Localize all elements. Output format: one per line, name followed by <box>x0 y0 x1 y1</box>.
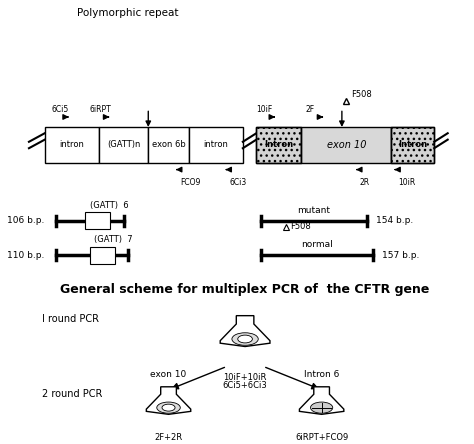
Text: F508: F508 <box>291 222 311 230</box>
Bar <box>90 246 115 264</box>
Ellipse shape <box>238 335 252 343</box>
Text: FCO9: FCO9 <box>180 178 200 187</box>
Text: 6iRPT+FCO9: 6iRPT+FCO9 <box>295 432 348 442</box>
Text: (GATT)  7: (GATT) 7 <box>94 235 133 245</box>
Text: mutant: mutant <box>297 206 330 214</box>
Ellipse shape <box>232 333 258 345</box>
Text: Intron: Intron <box>264 140 293 150</box>
Bar <box>148 127 189 163</box>
Text: (GATT)  6: (GATT) 6 <box>90 201 128 210</box>
Bar <box>85 212 110 230</box>
Text: (GATT)n: (GATT)n <box>107 140 140 150</box>
Ellipse shape <box>157 402 180 413</box>
Text: 110 b.p.: 110 b.p. <box>7 251 45 260</box>
Bar <box>256 127 301 163</box>
Bar <box>99 127 148 163</box>
Text: 2F: 2F <box>306 105 315 114</box>
PathPatch shape <box>146 387 191 414</box>
Text: 2R: 2R <box>360 178 370 187</box>
Text: General scheme for multiplex PCR of  the CFTR gene: General scheme for multiplex PCR of the … <box>60 283 430 296</box>
Text: exon 10: exon 10 <box>327 140 366 150</box>
Bar <box>392 127 434 163</box>
Text: 10iF+10iR: 10iF+10iR <box>223 373 267 382</box>
Bar <box>392 127 434 163</box>
Text: exon 10: exon 10 <box>150 370 187 379</box>
Text: 157 b.p.: 157 b.p. <box>383 251 420 260</box>
Text: Intron 6: Intron 6 <box>304 370 339 379</box>
Text: intron: intron <box>59 140 84 150</box>
Text: 10iF: 10iF <box>256 105 273 114</box>
Ellipse shape <box>310 402 333 413</box>
Ellipse shape <box>162 404 175 411</box>
Text: 6Ci5+6Ci3: 6Ci5+6Ci3 <box>223 381 267 390</box>
Text: I round PCR: I round PCR <box>43 314 100 324</box>
PathPatch shape <box>300 387 344 414</box>
Text: 2F+2R: 2F+2R <box>155 432 182 442</box>
Bar <box>189 127 243 163</box>
Text: Polymorphic repeat: Polymorphic repeat <box>77 8 179 18</box>
Text: normal: normal <box>301 240 333 249</box>
Bar <box>301 127 392 163</box>
Text: 10iR: 10iR <box>398 178 415 187</box>
Text: Intron: Intron <box>398 140 427 150</box>
Text: exon 6b: exon 6b <box>152 140 185 150</box>
Bar <box>256 127 301 163</box>
Text: F508: F508 <box>351 90 372 99</box>
Text: 6Ci5: 6Ci5 <box>52 105 69 114</box>
Text: 6iRPT: 6iRPT <box>90 105 111 114</box>
Text: 6Ci3: 6Ci3 <box>229 178 246 187</box>
Text: intron: intron <box>203 140 228 150</box>
PathPatch shape <box>220 316 270 346</box>
Text: 2 round PCR: 2 round PCR <box>43 389 103 399</box>
Text: 154 b.p.: 154 b.p. <box>376 216 413 226</box>
Text: 106 b.p.: 106 b.p. <box>7 216 45 226</box>
Bar <box>45 127 99 163</box>
